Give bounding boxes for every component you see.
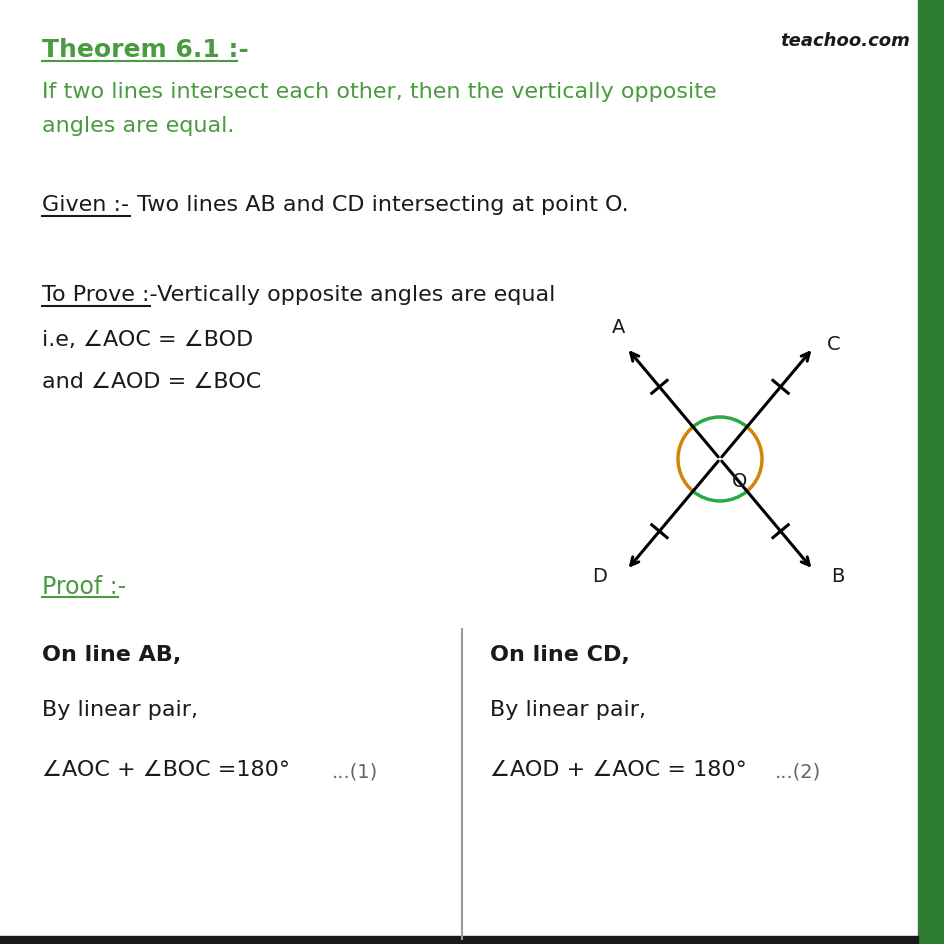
Text: Proof :-: Proof :-: [42, 574, 126, 598]
Text: C: C: [826, 335, 840, 354]
Text: ∠AOD + ∠AOC = 180°: ∠AOD + ∠AOC = 180°: [490, 759, 746, 779]
Text: ...(1): ...(1): [331, 761, 378, 780]
Text: On line AB,: On line AB,: [42, 645, 181, 665]
Text: Vertically opposite angles are equal: Vertically opposite angles are equal: [150, 285, 555, 305]
Text: On line CD,: On line CD,: [490, 645, 629, 665]
Text: O: O: [732, 471, 747, 491]
Text: ...(2): ...(2): [774, 761, 820, 780]
Text: By linear pair,: By linear pair,: [490, 700, 646, 719]
Text: ∠AOC + ∠BOC =180°: ∠AOC + ∠BOC =180°: [42, 759, 290, 779]
Text: angles are equal.: angles are equal.: [42, 116, 234, 136]
Text: D: D: [591, 566, 606, 585]
Text: teachoo.com: teachoo.com: [780, 32, 909, 50]
Text: Given :-: Given :-: [42, 194, 129, 215]
Text: A: A: [612, 317, 625, 337]
Text: B: B: [831, 566, 844, 585]
Bar: [917, 0, 944, 944]
Text: Theorem 6.1 :-: Theorem 6.1 :-: [42, 38, 248, 62]
Text: i.e, ∠AOC = ∠BOD: i.e, ∠AOC = ∠BOD: [42, 329, 253, 349]
Text: By linear pair,: By linear pair,: [42, 700, 198, 719]
Text: Two lines AB and CD intersecting at point O.: Two lines AB and CD intersecting at poin…: [130, 194, 628, 215]
Bar: [0, 936, 917, 944]
Text: and ∠AOD = ∠BOC: and ∠AOD = ∠BOC: [42, 372, 261, 392]
Text: If two lines intersect each other, then the vertically opposite: If two lines intersect each other, then …: [42, 82, 716, 102]
Text: To Prove :-: To Prove :-: [42, 285, 158, 305]
